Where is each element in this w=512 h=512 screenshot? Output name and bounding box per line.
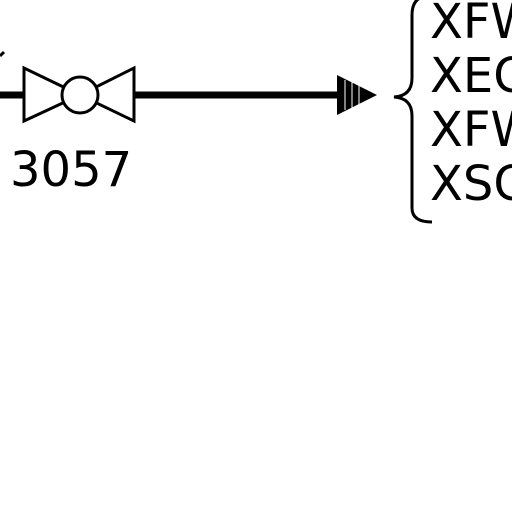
line-stub-top-left [0,50,6,58]
gate-valve-icon[interactable] [22,65,136,124]
valve-body-left [22,65,84,124]
destination-label-4: XSC [430,156,512,212]
valve-actuator-circle [60,75,100,115]
destination-label-3: XFW [430,102,512,158]
destination-label-2: XEC [430,48,512,104]
valve-tag-label: 3057 [10,142,132,198]
flow-arrow-icon [337,75,377,115]
destination-brace [393,0,433,224]
destination-label-1: XFW [430,0,512,50]
